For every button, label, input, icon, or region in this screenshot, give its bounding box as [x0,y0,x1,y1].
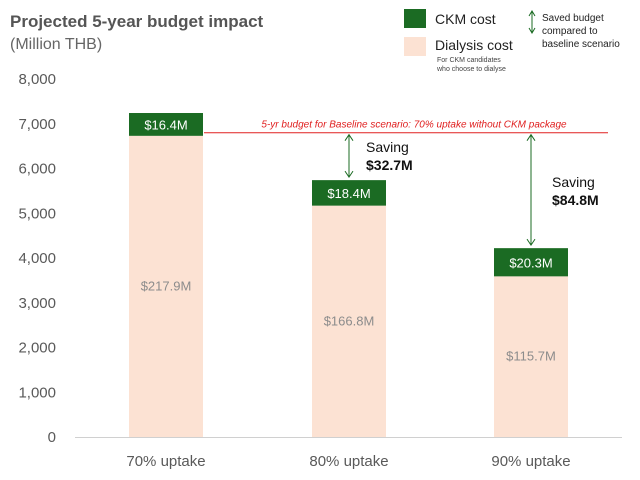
savings-annotations: Saving $32.7M Saving $84.8M [344,133,599,247]
legend-label-ckm: CKM cost [435,11,496,27]
legend-saved-line-3: baseline scenario [542,39,620,50]
bar-dialysis [312,205,386,437]
y-tick-label: 6,000 [18,161,56,178]
data-label-ckm: $16.4M [144,117,187,132]
legend-swatch-ckm [404,9,426,28]
baseline-group: 5-yr budget for Baseline scenario: 70% u… [204,120,608,134]
data-label-dialysis: $115.7M [506,349,556,364]
legend-label-dialysis: Dialysis cost [435,37,513,53]
saving-word: Saving [366,139,409,155]
x-category-label: 80% uptake [309,453,388,470]
bar-dialysis [129,135,203,437]
saving-arrow-head-up [526,133,536,141]
y-tick-label: 0 [48,429,56,446]
x-category-label: 90% uptake [491,453,570,470]
y-tick-label: 8,000 [18,71,56,88]
legend: CKM cost Dialysis cost For CKM candidates w… [404,9,620,73]
bar-ckm [312,180,386,206]
y-tick-label: 1,000 [18,384,56,401]
data-label-dialysis: $217.9M [141,278,192,293]
y-tick-label: 4,000 [18,250,56,267]
saving-value: $84.8M [552,192,599,208]
data-label-ckm: $18.4M [327,186,370,201]
legend-swatch-dialysis [404,37,426,56]
legend-note-line-2: who choose to dialyse [436,66,506,73]
y-tick-label: 5,000 [18,205,56,222]
bar-ckm [129,113,203,136]
x-category-label: 70% uptake [126,453,205,470]
chart-title: Projected 5-year budget impact [10,12,264,31]
saving-arrow-head-up [344,133,354,141]
y-tick-label: 2,000 [18,340,56,357]
saving-arrow-head-down [344,170,354,179]
saving-value: $32.7M [366,157,413,173]
legend-saved-arrow-down [528,27,536,34]
legend-note-line-1: For CKM candidates [437,57,501,64]
chart-subtitle: (Million THB) [10,36,103,53]
bar-dialysis [494,276,568,437]
saving-arrow-head-down [526,238,536,247]
bar-ckm [494,248,568,277]
saving-word: Saving [552,174,595,190]
data-label-ckm: $20.3M [509,255,552,270]
y-tick-label: 7,000 [18,116,56,133]
data-label-dialysis: $166.8M [324,313,375,328]
x-axis: 70% uptake 80% uptake 90% uptake [75,437,622,470]
baseline-label: 5-yr budget for Baseline scenario: 70% u… [261,120,567,131]
legend-saved-line-1: Saved budget [542,13,604,24]
legend-saved-arrow-up [528,10,536,17]
y-tick-label: 3,000 [18,295,56,312]
y-axis: 0 1,000 2,000 3,000 4,000 5,000 6,000 7,000 8,00… [18,71,56,446]
bars: $217.9M $16.4M $166.8M $18.4M $115.7M $20.3M [129,113,568,437]
legend-saved-line-2: compared to [542,26,598,37]
